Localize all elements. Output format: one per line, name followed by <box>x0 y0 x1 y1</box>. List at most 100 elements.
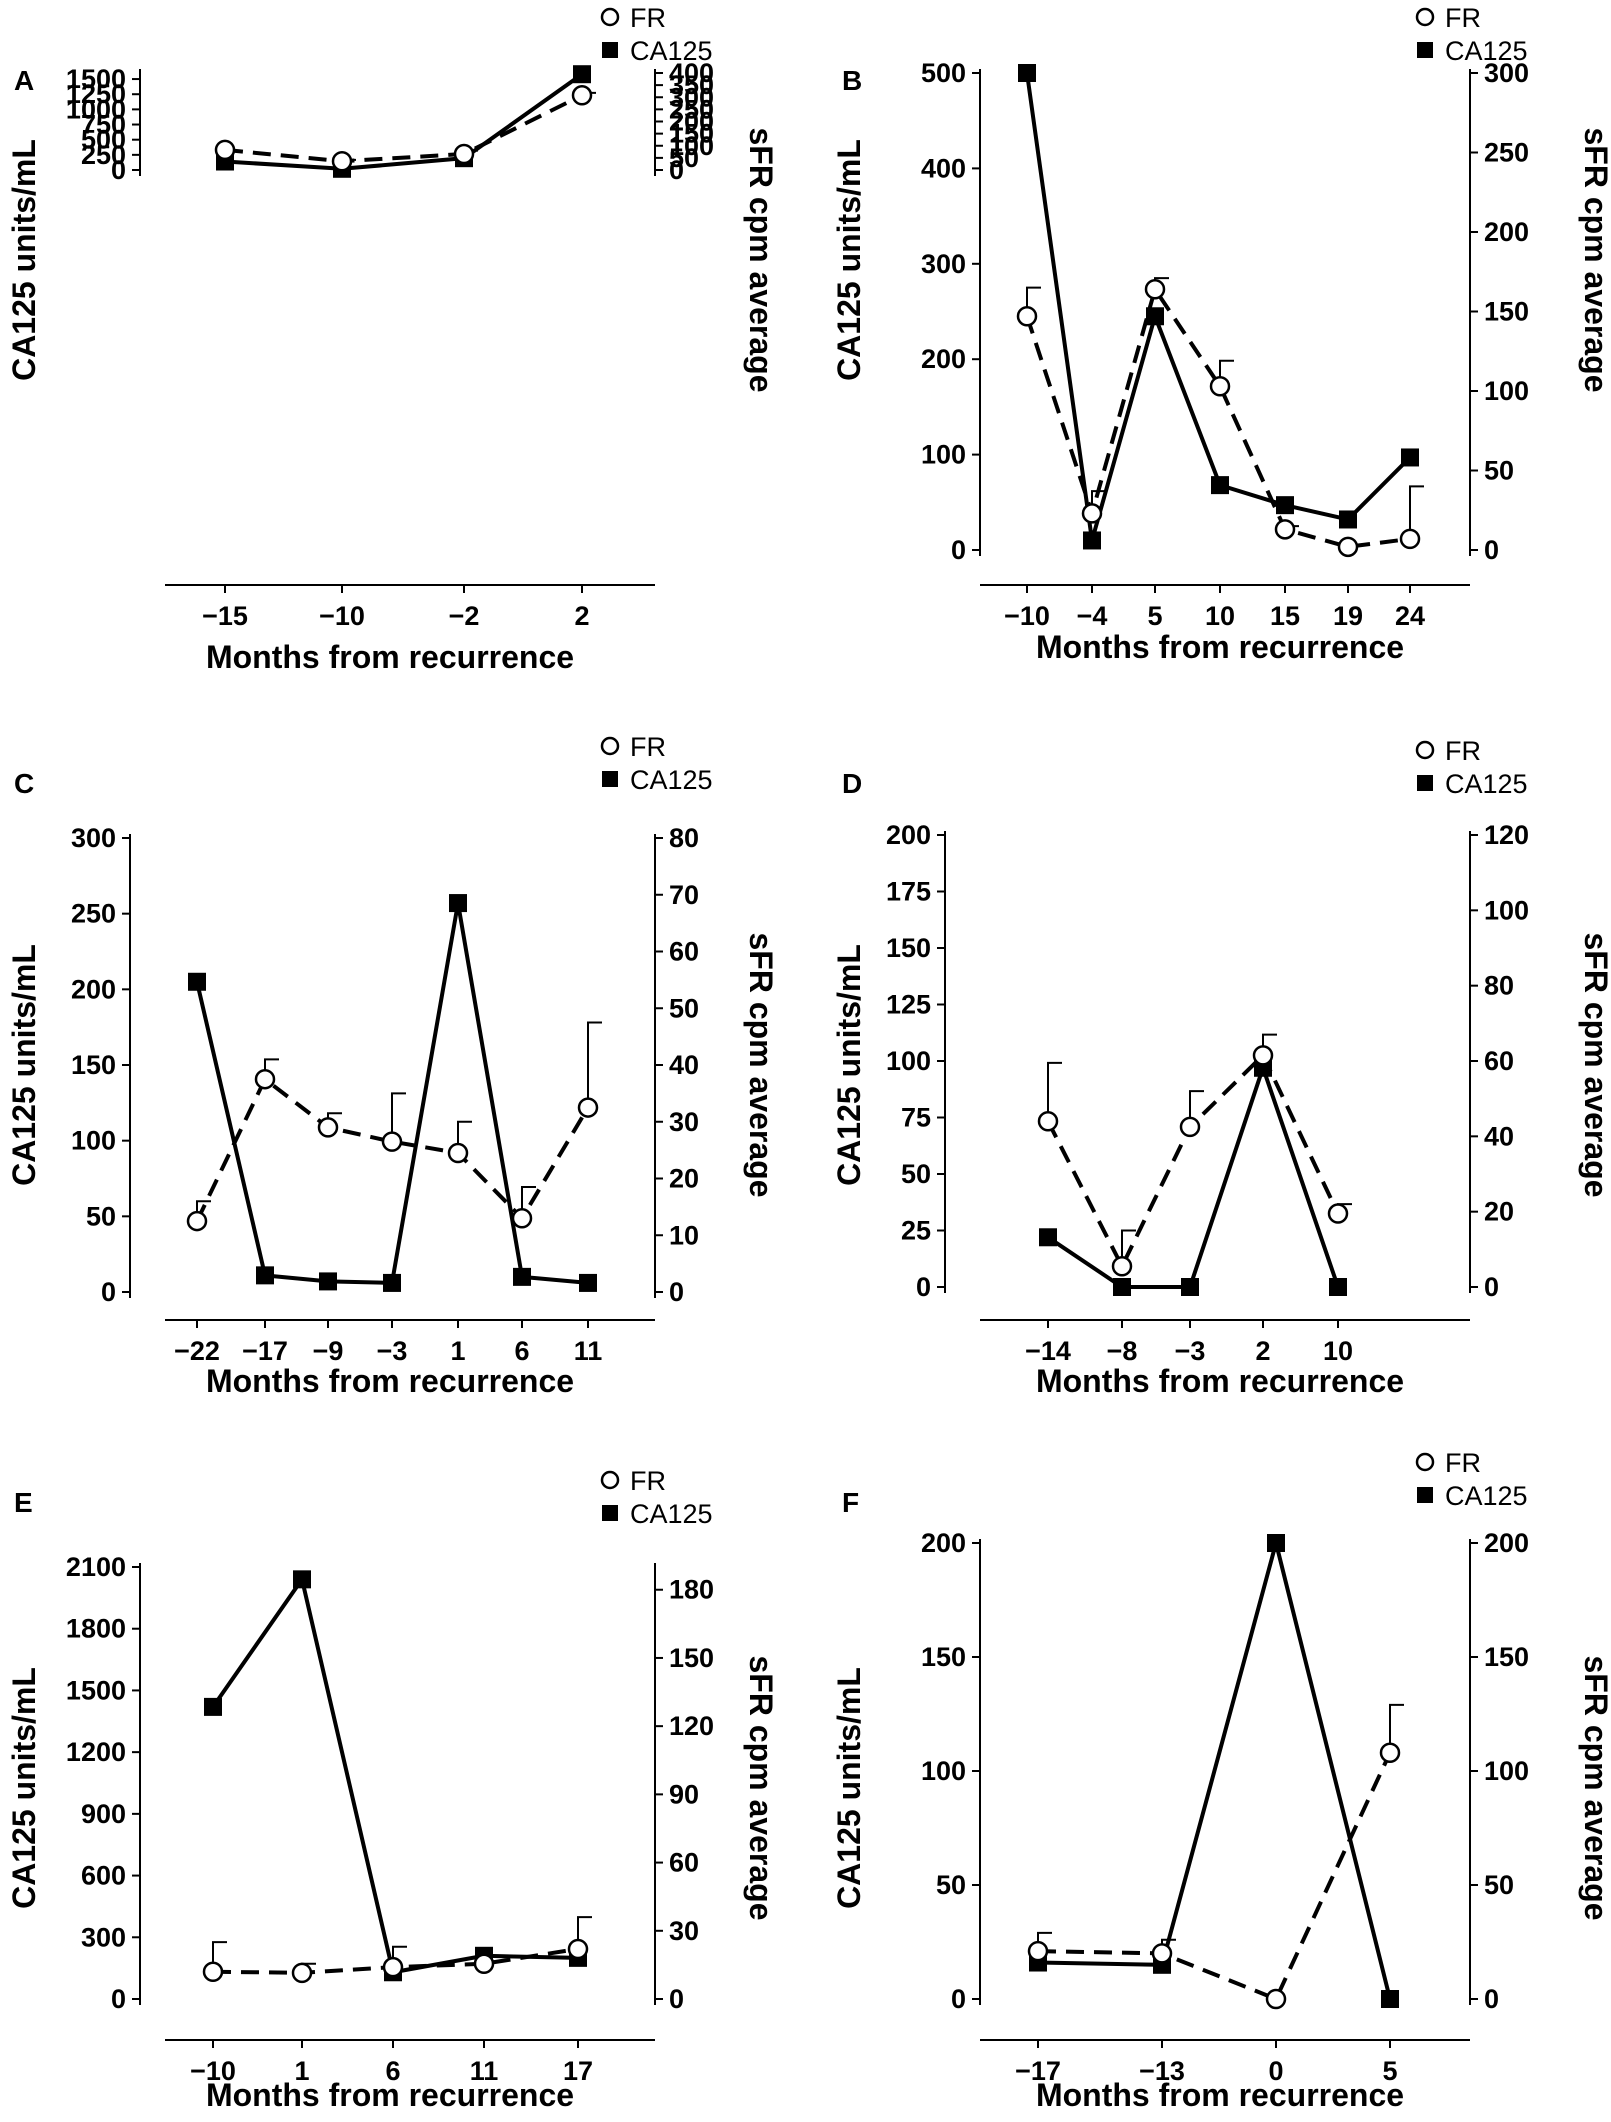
right-tick-label: 200 <box>1484 217 1529 247</box>
y-axis-title-left: CA125 units/mL <box>831 944 867 1186</box>
ca125-point <box>573 65 591 84</box>
y-axis-title-left: CA125 units/mL <box>6 1667 42 1909</box>
right-tick-label: 30 <box>669 1107 699 1137</box>
legend-ca125-marker-icon <box>1417 1487 1433 1503</box>
x-tick-label: −9 <box>313 1336 344 1366</box>
right-tick-label: 10 <box>669 1220 699 1250</box>
x-tick-label: 2 <box>574 601 589 631</box>
y-axis-title-left: CA125 units/mL <box>831 1667 867 1909</box>
right-tick-label: 30 <box>669 1916 699 1946</box>
legend-fr-marker-icon <box>600 7 620 27</box>
x-axis-title: Months from recurrence <box>206 2077 574 2113</box>
ca125-point <box>1211 476 1229 495</box>
left-tick-label: 0 <box>111 155 126 185</box>
left-tick-label: 2100 <box>66 1552 126 1582</box>
ca125-point <box>1018 64 1036 82</box>
legend-fr-marker-icon <box>600 1470 620 1490</box>
left-tick-label: 75 <box>901 1103 931 1133</box>
left-tick-label: 1800 <box>66 1614 126 1644</box>
right-tick-label: 0 <box>1484 1984 1499 2014</box>
legend-fr-label: FR <box>1445 3 1481 33</box>
ca125-point <box>1083 531 1101 550</box>
ca125-point <box>1267 1534 1285 1552</box>
left-tick-label: 100 <box>71 1126 116 1156</box>
x-axis-title: Months from recurrence <box>1036 1363 1404 1399</box>
legend-fr-label: FR <box>630 1466 666 1496</box>
fr-point <box>1037 1111 1059 1132</box>
y-axis-title-left: CA125 units/mL <box>6 944 42 1186</box>
right-tick-label: 250 <box>1484 138 1529 168</box>
x-tick-label: 24 <box>1395 601 1425 631</box>
legend-fr-marker-icon <box>1415 7 1435 27</box>
ca125-series-line <box>1025 72 1412 542</box>
ca125-series-line <box>1037 1535 1392 2000</box>
left-tick-label: 750 <box>81 110 126 140</box>
fr-error-bar <box>587 1021 602 1108</box>
left-tick-label: 200 <box>921 344 966 374</box>
right-tick-label: 50 <box>1484 1870 1514 1900</box>
x-tick-label: 17 <box>563 2056 593 2086</box>
ca125-point <box>1329 1278 1347 1296</box>
right-tick-label: 50 <box>669 143 699 173</box>
x-tick-label: 5 <box>1147 601 1162 631</box>
left-tick-label: 1200 <box>66 1737 126 1767</box>
legend-ca125-marker-icon <box>1417 775 1433 791</box>
left-tick-label: 400 <box>921 153 966 183</box>
x-tick-label: −14 <box>1025 1336 1071 1366</box>
x-axis-title: Months from recurrence <box>1036 629 1404 665</box>
right-tick-label: 90 <box>669 1779 699 1809</box>
panel-label-a: A <box>14 65 34 96</box>
left-tick-label: 200 <box>71 974 116 1004</box>
right-tick-label: 80 <box>1484 971 1514 1001</box>
x-tick-label: −10 <box>190 2056 236 2086</box>
left-tick-label: 0 <box>111 1984 126 2014</box>
y-axis-title-left: CA125 units/mL <box>831 139 867 381</box>
x-tick-label: −17 <box>242 1336 288 1366</box>
right-tick-label: 100 <box>669 131 714 161</box>
left-tick-label: 175 <box>886 877 931 907</box>
right-tick-label: 200 <box>669 107 714 137</box>
x-tick-label: 5 <box>1382 2056 1397 2086</box>
right-tick-label: 60 <box>1484 1046 1514 1076</box>
right-tick-label: 250 <box>669 94 714 124</box>
fr-point <box>382 1956 404 1978</box>
legend-ca125-marker-icon <box>602 42 618 58</box>
left-tick-label: 150 <box>921 1642 966 1672</box>
fr-point <box>1274 519 1296 540</box>
ca125-point <box>1113 1278 1131 1296</box>
left-tick-label: 300 <box>81 1922 126 1952</box>
ca125-point <box>204 1697 222 1716</box>
right-tick-label: 200 <box>1484 1528 1529 1558</box>
left-tick-label: 100 <box>921 440 966 470</box>
left-tick-label: 150 <box>71 1050 116 1080</box>
panel-label-e: E <box>14 1487 33 1518</box>
left-tick-label: 1500 <box>66 64 126 94</box>
right-tick-label: 100 <box>1484 376 1529 406</box>
fr-point <box>1081 503 1103 524</box>
legend-ca125-label: CA125 <box>630 765 713 795</box>
ca125-point <box>256 1266 274 1285</box>
ca125-point <box>293 1570 311 1589</box>
right-tick-label: 150 <box>669 119 714 149</box>
ca125-point <box>513 1267 531 1286</box>
right-tick-label: 180 <box>669 1575 714 1605</box>
fr-point <box>1016 306 1038 327</box>
left-tick-label: 600 <box>81 1861 126 1891</box>
right-tick-label: 300 <box>669 82 714 112</box>
ca125-point <box>1381 1990 1399 2008</box>
y-axis-title-right: sFR cpm average <box>1578 127 1611 392</box>
left-tick-label: 150 <box>886 933 931 963</box>
x-tick-label: 10 <box>1323 1336 1353 1366</box>
fr-point <box>1027 1940 1049 1962</box>
x-tick-label: 0 <box>1268 2056 1283 2086</box>
fr-point <box>473 1953 495 1975</box>
x-tick-label: −10 <box>1004 601 1050 631</box>
left-tick-label: 250 <box>71 899 116 929</box>
fr-point <box>1252 1045 1274 1066</box>
ca125-point <box>1401 448 1419 467</box>
x-tick-label: −15 <box>202 601 248 631</box>
